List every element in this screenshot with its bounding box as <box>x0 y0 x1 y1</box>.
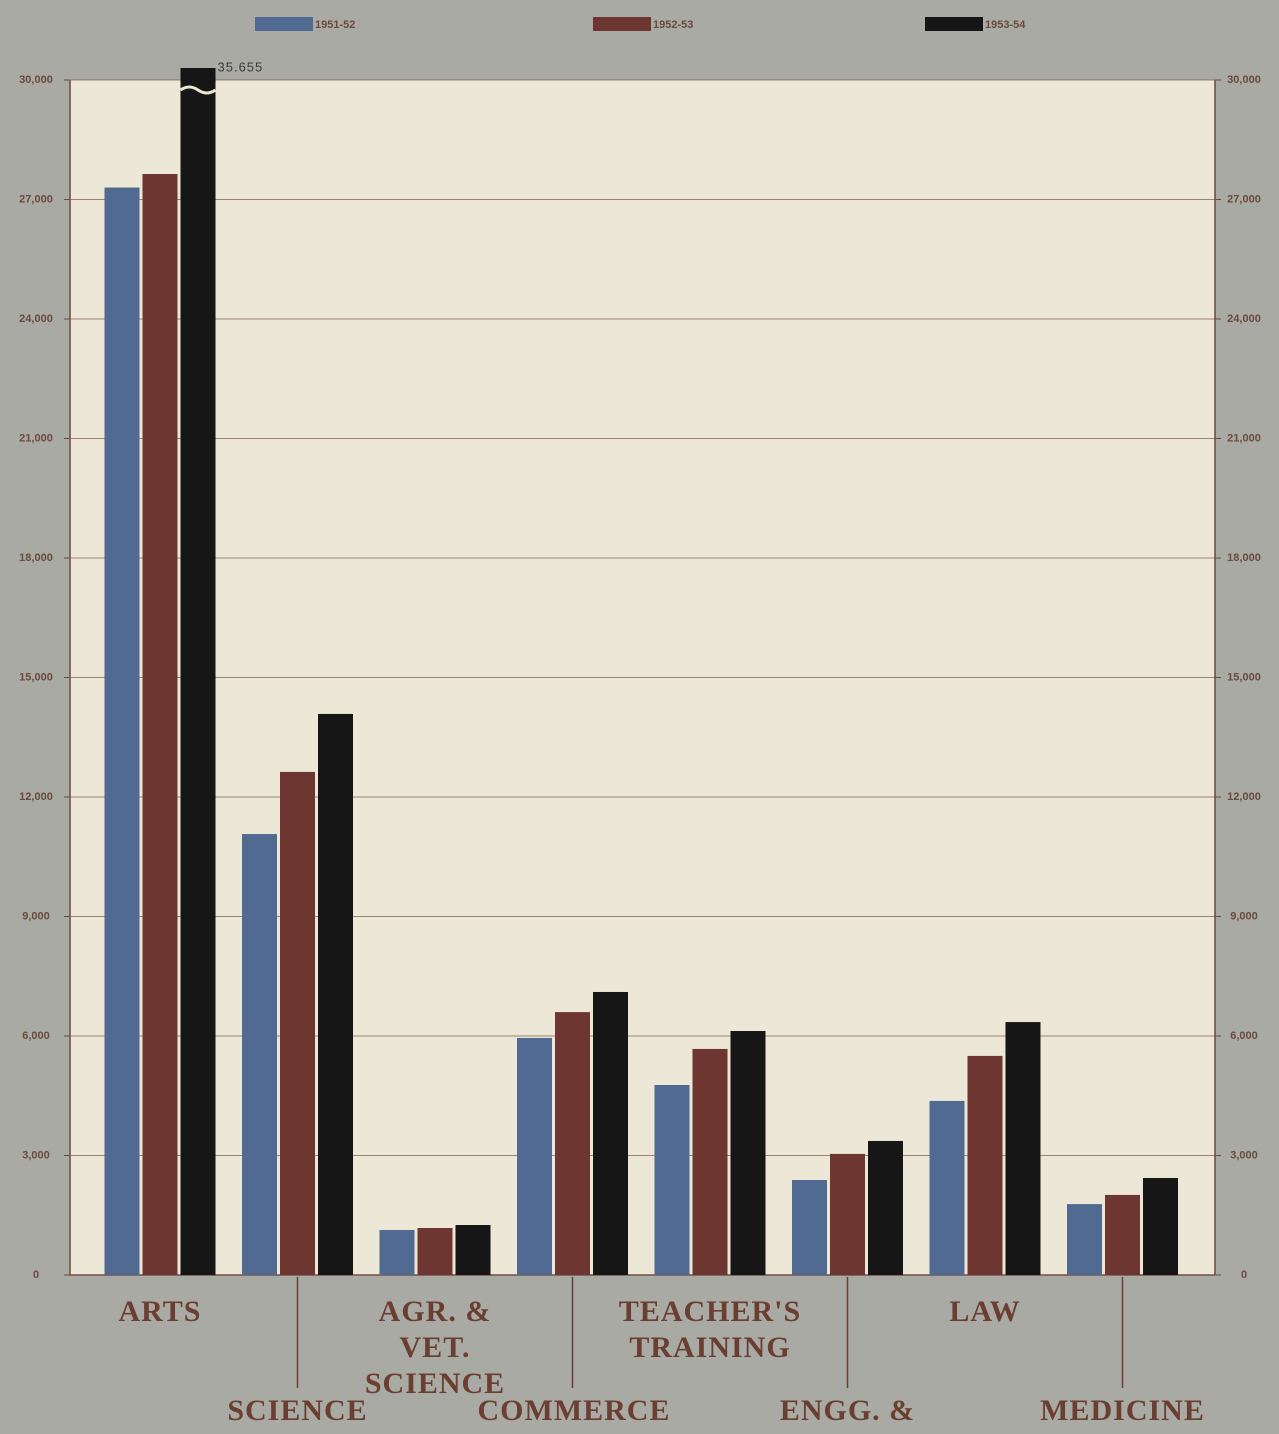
bar <box>929 1100 965 1275</box>
bar <box>455 1225 491 1275</box>
bar <box>242 834 277 1275</box>
y2-tick-label: 24,000 <box>1227 313 1261 325</box>
bar <box>318 713 353 1275</box>
y-tick-label: 24,000 <box>19 313 53 325</box>
x-tick-label: SCIENCE <box>227 1394 368 1427</box>
legend-swatch <box>255 17 313 31</box>
y-tick-label: 15,000 <box>19 671 53 683</box>
y2-tick-label: 0 <box>1241 1269 1247 1281</box>
bar <box>142 174 178 1275</box>
bar <box>730 1031 766 1275</box>
y2-tick-label: 3,000 <box>1230 1149 1258 1161</box>
y2-tick-label: 30,000 <box>1227 74 1261 86</box>
legend-label: 1952-53 <box>653 19 693 31</box>
bar <box>1067 1204 1102 1275</box>
y-tick-label: 18,000 <box>19 552 53 564</box>
legend-swatch <box>925 17 983 31</box>
bar <box>967 1055 1003 1275</box>
y-tick-label: 12,000 <box>19 791 53 803</box>
x-tick-label: TEACHER'S TRAINING <box>618 1295 802 1364</box>
y2-tick-label: 18,000 <box>1227 552 1261 564</box>
bar <box>104 187 140 1275</box>
x-tick-label: MEDICINE <box>1040 1394 1205 1427</box>
bar <box>830 1153 865 1275</box>
bar <box>379 1229 415 1275</box>
legend-label: 1951-52 <box>315 19 355 31</box>
bar <box>1005 1022 1041 1275</box>
bar <box>1143 1178 1178 1275</box>
x-tick-label: AGR. & VET. SCIENCE <box>364 1295 506 1400</box>
y-tick-label: 21,000 <box>19 432 53 444</box>
bar <box>692 1048 728 1275</box>
bar <box>417 1227 453 1275</box>
y2-tick-label: 15,000 <box>1227 671 1261 683</box>
y-tick-label: 0 <box>33 1269 39 1281</box>
y2-tick-label: 12,000 <box>1227 791 1261 803</box>
legend-swatch <box>593 17 651 31</box>
y-tick-label: 6,000 <box>22 1030 50 1042</box>
x-tick-label: ENGG. & TECH. <box>779 1394 916 1434</box>
x-tick-label: LAW <box>949 1295 1021 1328</box>
y2-tick-label: 9,000 <box>1230 910 1258 922</box>
axis-break <box>179 85 217 95</box>
value-label: 35.655 <box>218 59 264 74</box>
y-tick-label: 27,000 <box>19 193 53 205</box>
bar <box>1105 1194 1140 1275</box>
y-tick-label: 3,000 <box>22 1149 50 1161</box>
y-tick-label: 9,000 <box>22 910 50 922</box>
y2-tick-label: 27,000 <box>1227 193 1261 205</box>
bar <box>180 68 216 1276</box>
bar <box>280 771 315 1275</box>
x-tick-label: COMMERCE <box>477 1394 671 1427</box>
bar <box>868 1140 903 1275</box>
legend-label: 1953-54 <box>985 19 1026 31</box>
bar <box>555 1012 590 1275</box>
y2-tick-label: 21,000 <box>1227 432 1261 444</box>
y-tick-label: 30,000 <box>19 74 53 86</box>
bar <box>517 1037 552 1275</box>
bar <box>593 991 628 1275</box>
x-tick-label: ARTS <box>118 1295 202 1328</box>
y2-tick-label: 6,000 <box>1230 1030 1258 1042</box>
bar <box>654 1084 690 1275</box>
bar <box>792 1179 827 1275</box>
